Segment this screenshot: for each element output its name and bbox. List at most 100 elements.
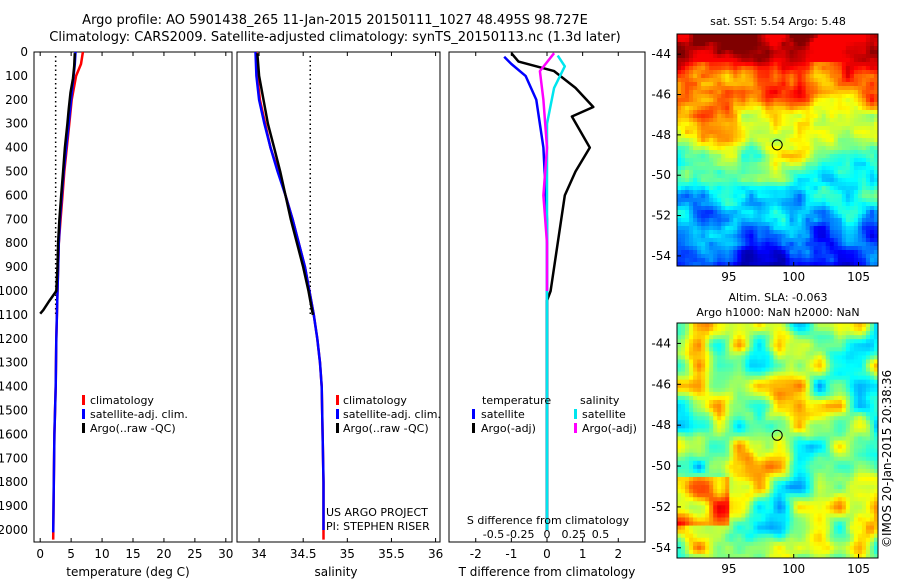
heatmap-cell: [741, 102, 746, 107]
heatmap-cell: [717, 452, 722, 458]
heatmap-cell: [713, 355, 718, 360]
heatmap-cell: [809, 258, 815, 263]
heatmap-cell: [721, 436, 726, 441]
heatmap-cell: [741, 339, 746, 344]
heatmap-cell: [773, 347, 778, 352]
heatmap-cell: [869, 383, 875, 389]
heatmap-cell: [817, 46, 823, 51]
heatmap-cell: [821, 359, 827, 364]
heatmap-cell: [685, 194, 690, 199]
heatmap-cell: [737, 391, 742, 397]
heatmap-cell: [681, 424, 686, 429]
heatmap-cell: [761, 448, 766, 454]
heatmap-cell: [853, 186, 859, 191]
heatmap-cell: [869, 242, 875, 247]
heatmap-cell: [781, 355, 786, 360]
heatmap-cell: [697, 46, 702, 51]
heatmap-cell: [721, 351, 726, 356]
heatmap-cell: [709, 102, 714, 107]
heatmap-cell: [741, 371, 746, 377]
heatmap-cell: [873, 258, 879, 263]
heatmap-cell: [693, 170, 698, 175]
heatmap-cell: [765, 412, 770, 417]
heatmap-cell: [797, 134, 803, 139]
heatmap-cell: [845, 78, 851, 83]
heatmap-cell: [785, 98, 790, 103]
heatmap-cell: [789, 355, 794, 360]
heatmap-cell: [701, 391, 706, 397]
heatmap-cell: [797, 38, 803, 43]
heatmap-cell: [733, 210, 738, 215]
heatmap-cell: [717, 46, 722, 51]
heatmap-cell: [697, 218, 702, 223]
heatmap-cell: [825, 110, 831, 115]
heatmap-cell: [873, 250, 879, 255]
heatmap-cell: [749, 66, 754, 71]
heatmap-cell: [825, 86, 831, 91]
heatmap-cell: [757, 174, 762, 179]
heatmap-cell: [801, 323, 807, 328]
heatmap-cell: [785, 262, 790, 267]
heatmap-cell: [681, 452, 686, 458]
heatmap-cell: [845, 106, 851, 111]
heatmap-cell: [821, 166, 827, 171]
heatmap-cell: [741, 460, 746, 466]
heatmap-cell: [777, 54, 782, 59]
heatmap-cell: [745, 94, 750, 99]
heatmap-cell: [685, 387, 690, 393]
heatmap-cell: [681, 234, 686, 239]
heatmap-cell: [789, 170, 794, 175]
heatmap-cell: [689, 214, 694, 219]
heatmap-cell: [741, 154, 746, 159]
heatmap-cell: [757, 102, 762, 107]
heatmap-cell: [709, 38, 714, 43]
heatmap-cell: [677, 38, 682, 43]
heatmap-cell: [769, 114, 774, 119]
heatmap-cell: [725, 202, 730, 207]
heatmap-cell: [685, 432, 690, 437]
heatmap-cell: [813, 218, 819, 223]
heatmap-cell: [761, 186, 766, 191]
heatmap-cell: [825, 440, 831, 445]
heatmap-cell: [705, 420, 710, 425]
heatmap-cell: [681, 54, 686, 59]
heatmap-cell: [813, 82, 819, 87]
heatmap-cell: [797, 379, 803, 385]
heatmap-cell: [729, 226, 734, 231]
heatmap-cell: [705, 351, 710, 356]
heatmap-cell: [725, 367, 730, 373]
heatmap-cell: [861, 78, 867, 83]
heatmap-cell: [865, 38, 871, 43]
heatmap-cell: [809, 206, 815, 211]
heatmap-cell: [805, 182, 811, 187]
heatmap-cell: [777, 456, 782, 462]
heatmap-cell: [733, 170, 738, 175]
heatmap-cell: [793, 444, 798, 449]
heatmap-cell: [677, 46, 682, 51]
heatmap-cell: [741, 178, 746, 183]
heatmap-cell: [749, 387, 754, 393]
heatmap-cell: [845, 142, 851, 147]
heatmap-cell: [853, 424, 859, 429]
heatmap-cell: [801, 387, 807, 393]
heatmap-cell: [753, 186, 758, 191]
heatmap-cell: [725, 186, 730, 191]
heatmap-cell: [773, 98, 778, 103]
heatmap-cell: [749, 456, 754, 462]
heatmap-cell: [753, 166, 758, 171]
heatmap-cell: [825, 182, 831, 187]
heatmap-cell: [685, 46, 690, 51]
heatmap-cell: [681, 78, 686, 83]
heatmap-cell: [729, 436, 734, 441]
heatmap-cell: [849, 86, 855, 91]
heatmap-cell: [745, 186, 750, 191]
heatmap-cell: [689, 383, 694, 389]
heatmap-cell: [693, 355, 698, 360]
heatmap-cell: [781, 178, 786, 183]
heatmap-cell: [833, 416, 839, 421]
heatmap-cell: [693, 444, 698, 449]
heatmap-cell: [713, 174, 718, 179]
heatmap-cell: [765, 254, 770, 259]
heatmap-cell: [813, 238, 819, 243]
heatmap-cell: [825, 154, 831, 159]
